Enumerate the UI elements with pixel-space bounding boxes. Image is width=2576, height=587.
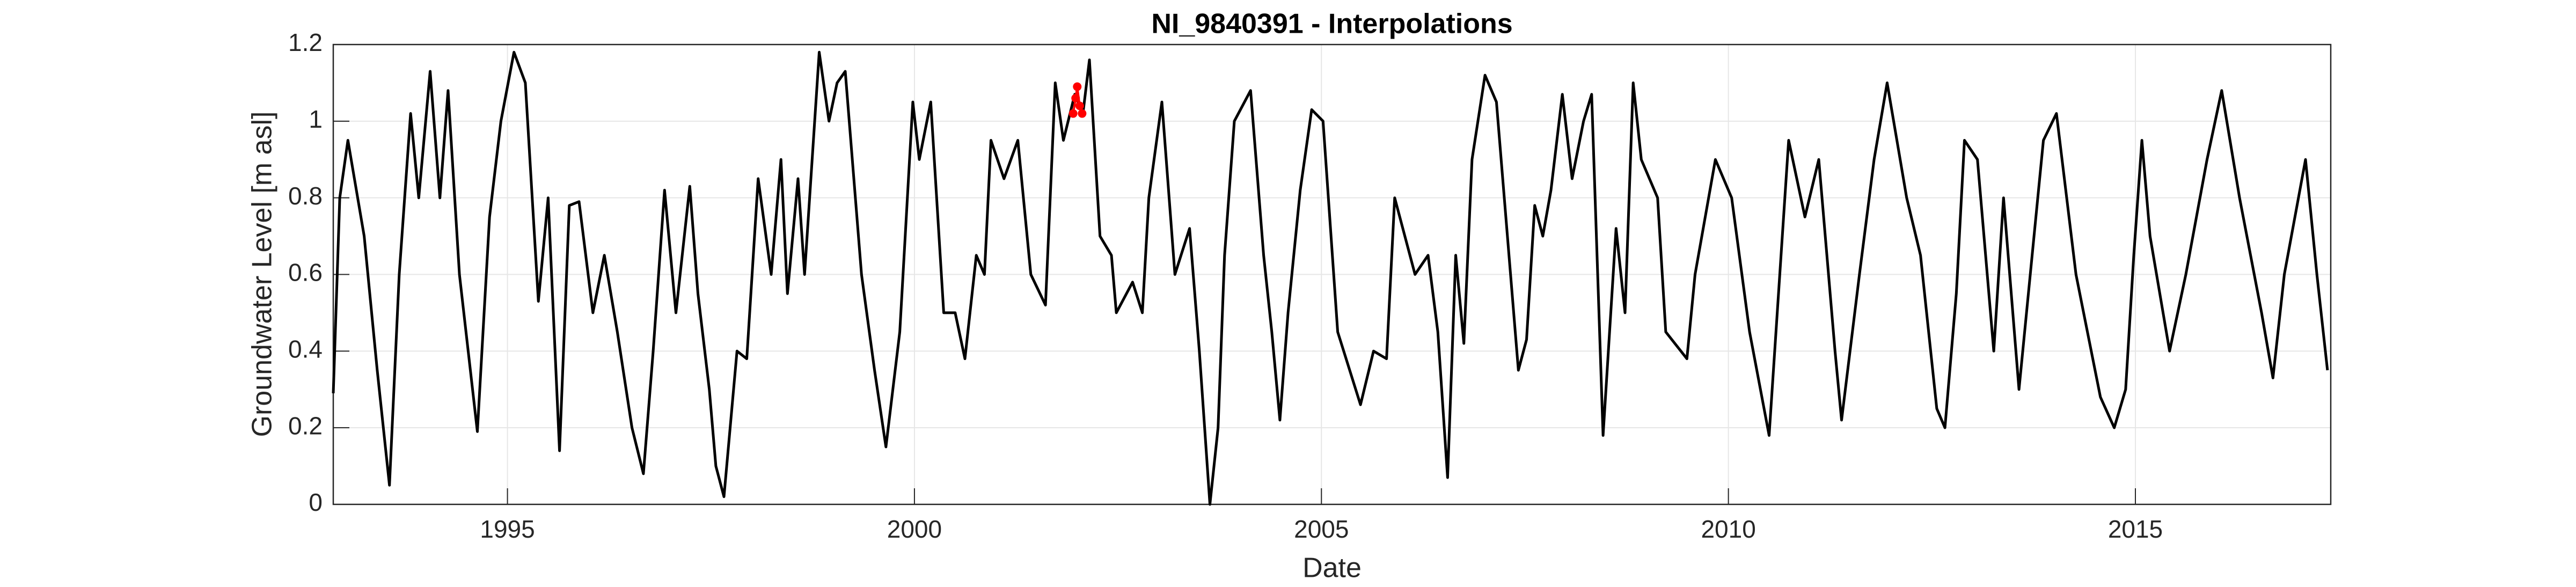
y-tick-label: 0.2 bbox=[288, 412, 323, 439]
x-tick-label: 1995 bbox=[480, 515, 535, 543]
y-tick-label: 0 bbox=[309, 488, 323, 516]
data-line bbox=[332, 50, 2329, 506]
y-tick-label: 1 bbox=[309, 105, 323, 133]
y-axis-label: Groundwater Level [m asl] bbox=[247, 112, 278, 437]
data-point bbox=[1075, 101, 1084, 111]
y-tick-label: 1.2 bbox=[288, 28, 323, 56]
axes-box bbox=[332, 43, 2332, 505]
data-point bbox=[1078, 109, 1087, 118]
x-axis-label: Date bbox=[1302, 553, 1362, 584]
y-tick-label: 0.8 bbox=[288, 182, 323, 210]
data-point bbox=[1071, 93, 1080, 102]
data-point bbox=[1073, 82, 1082, 91]
x-tick-label: 2005 bbox=[1294, 515, 1349, 543]
y-tick-label: 0.6 bbox=[288, 259, 323, 287]
x-tick-label: 2010 bbox=[1701, 515, 1755, 543]
data-point bbox=[1069, 109, 1078, 118]
chart-title: NI_9840391 - Interpolations bbox=[1151, 9, 1512, 40]
x-tick-label: 2000 bbox=[887, 515, 942, 543]
y-tick-label: 0.4 bbox=[288, 335, 323, 363]
x-tick-label: 2015 bbox=[2108, 515, 2163, 543]
